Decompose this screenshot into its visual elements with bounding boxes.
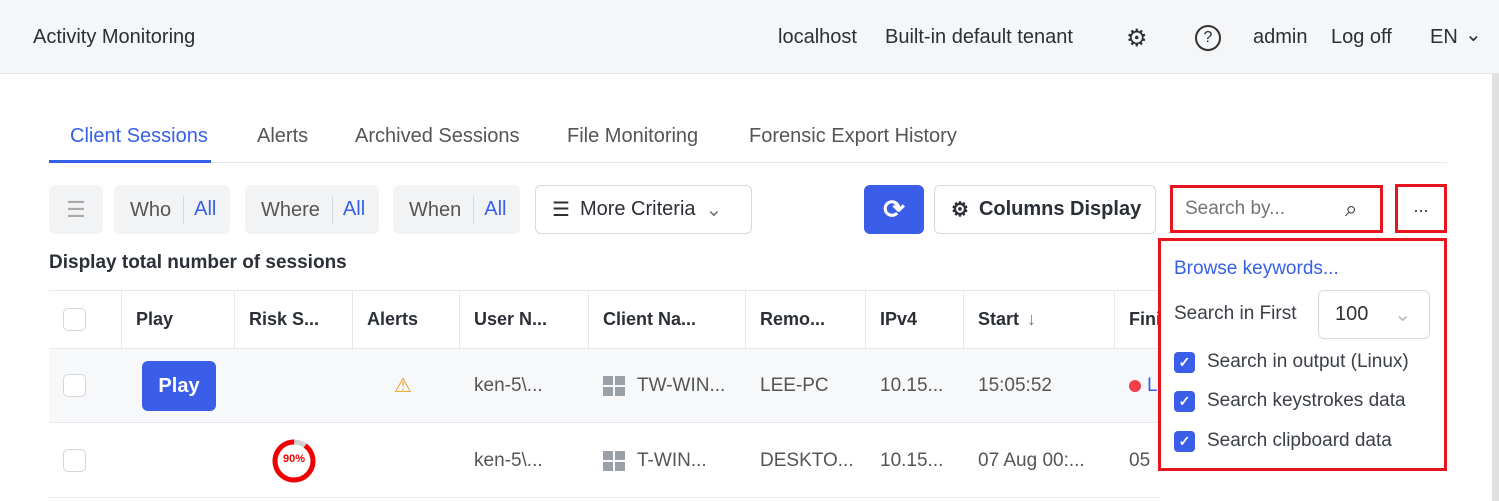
total-sessions-label: Display total number of sessions	[49, 252, 347, 273]
risk-score-label: 90%	[282, 453, 306, 465]
live-indicator-icon	[1129, 379, 1141, 392]
columns-display-label: Columns Display	[978, 198, 1142, 220]
help-icon[interactable]: ?	[1195, 25, 1221, 51]
column-header-play[interactable]: Play	[122, 290, 235, 348]
start-cell: 07 Aug 00:...	[978, 449, 1085, 471]
filter-icon: ☰	[552, 199, 570, 221]
column-header-finish[interactable]: Fini	[1129, 308, 1161, 329]
table-top-border	[49, 290, 1159, 291]
row-divider	[49, 497, 1159, 498]
remote-cell: DESKTO...	[760, 449, 854, 471]
checkbox-checked-icon[interactable]: ✓	[1174, 390, 1195, 412]
logoff-link[interactable]: Log off	[1331, 26, 1392, 48]
gear-icon[interactable]: ⚙	[1126, 25, 1148, 52]
language-select[interactable]: EN	[1430, 26, 1458, 48]
live-link[interactable]: L	[1147, 374, 1158, 396]
where-filter[interactable]: Where All	[245, 185, 380, 234]
columns-display-button[interactable]: ⚙ Columns Display	[934, 185, 1156, 234]
start-cell: 15:05:52	[978, 374, 1052, 396]
option-search-clipboard[interactable]: ✓ Search clipboard data	[1174, 430, 1392, 452]
search-first-value: 100	[1335, 303, 1369, 325]
search-icon[interactable]: ⌕	[1345, 196, 1358, 221]
column-header-ipv4[interactable]: IPv4	[866, 290, 964, 348]
checkbox-checked-icon[interactable]: ✓	[1174, 351, 1195, 373]
chevron-down-icon[interactable]: ⌄	[1465, 24, 1482, 46]
tab-client-sessions[interactable]: Client Sessions	[70, 125, 208, 147]
windows-icon	[603, 375, 625, 396]
user-cell: ken-5\...	[474, 449, 543, 471]
browse-keywords-link[interactable]: Browse keywords...	[1174, 258, 1339, 279]
row-checkbox[interactable]	[63, 449, 86, 472]
client-cell: TW-WIN...	[589, 348, 725, 423]
remote-cell: LEE-PC	[760, 374, 829, 396]
column-header-user[interactable]: User N...	[460, 290, 589, 348]
warning-icon[interactable]: ⚠	[394, 375, 412, 397]
refresh-button[interactable]: ⟳	[864, 185, 924, 234]
tab-file-monitoring[interactable]: File Monitoring	[567, 125, 699, 147]
search-first-select[interactable]: 100 ⌄	[1318, 290, 1430, 339]
search-first-label: Search in First	[1174, 303, 1297, 324]
row-checkbox-cell	[49, 348, 86, 423]
when-filter[interactable]: When All	[393, 185, 521, 234]
list-view-icon[interactable]: ☰	[49, 185, 103, 234]
more-options-button[interactable]: ...	[1395, 184, 1447, 233]
client-name: TW-WIN...	[637, 374, 726, 396]
ipv4-cell: 10.15...	[880, 374, 944, 396]
top-bar: Activity Monitoring localhost Built-in d…	[0, 0, 1499, 74]
where-label: Where	[245, 195, 333, 224]
column-header-risk[interactable]: Risk S...	[235, 290, 353, 348]
client-name: T-WIN...	[637, 449, 707, 471]
start-label: Start	[978, 308, 1020, 329]
tab-archived-sessions[interactable]: Archived Sessions	[355, 125, 520, 147]
finish-cell: 05	[1129, 449, 1151, 471]
option-label: Search in output (Linux)	[1207, 351, 1409, 372]
row-checkbox[interactable]	[63, 374, 86, 397]
gear-icon: ⚙	[951, 199, 969, 221]
risk-score-ring: 90%	[271, 438, 317, 484]
who-value: All	[194, 198, 217, 220]
chevron-down-icon: ⌄	[705, 199, 723, 221]
user-label[interactable]: admin	[1253, 26, 1308, 48]
tenant-label[interactable]: Built-in default tenant	[885, 26, 1073, 48]
risk-ring-svg	[272, 439, 316, 483]
option-label: Search clipboard data	[1207, 430, 1392, 451]
column-header-remote[interactable]: Remo...	[746, 290, 866, 348]
more-criteria-button[interactable]: ☰ More Criteria ⌄	[535, 185, 752, 234]
app-title: Activity Monitoring	[33, 26, 196, 48]
play-button[interactable]: Play	[142, 361, 216, 411]
client-cell: T-WIN...	[589, 423, 707, 498]
column-header-alerts[interactable]: Alerts	[353, 290, 460, 348]
column-header-start[interactable]: Start ↓	[964, 290, 1115, 348]
search-options-dropdown	[1158, 238, 1447, 471]
sort-down-icon[interactable]: ↓	[1027, 308, 1037, 329]
scrollbar[interactable]	[1492, 74, 1499, 501]
checkbox-checked-icon[interactable]: ✓	[1174, 430, 1195, 452]
more-criteria-label: More Criteria	[579, 198, 696, 220]
tab-alerts[interactable]: Alerts	[257, 125, 309, 147]
who-filter[interactable]: Who All	[114, 185, 231, 234]
tab-forensic-export-history[interactable]: Forensic Export History	[749, 125, 957, 147]
host-label[interactable]: localhost	[778, 26, 857, 48]
option-search-keystrokes[interactable]: ✓ Search keystrokes data	[1174, 390, 1406, 412]
finish-cell: L	[1115, 348, 1158, 423]
option-search-output[interactable]: ✓ Search in output (Linux)	[1174, 351, 1409, 373]
chevron-down-icon: ⌄	[1394, 304, 1411, 326]
search-input[interactable]	[1185, 198, 1335, 220]
search-box[interactable]: ⌕	[1170, 185, 1383, 233]
tab-divider	[49, 162, 1447, 163]
when-label: When	[393, 195, 475, 224]
user-cell: ken-5\...	[474, 374, 543, 396]
column-header-client[interactable]: Client Na...	[589, 290, 746, 348]
select-all-checkbox[interactable]	[63, 307, 86, 331]
select-all-cell	[49, 290, 122, 348]
option-label: Search keystrokes data	[1207, 390, 1406, 411]
row-checkbox-cell	[49, 423, 86, 498]
who-label: Who	[114, 195, 185, 224]
windows-icon	[603, 450, 625, 471]
active-tab-indicator	[49, 160, 211, 163]
when-value: All	[484, 198, 507, 220]
table-row[interactable]	[49, 348, 1159, 423]
ipv4-cell: 10.15...	[880, 449, 944, 471]
where-value: All	[342, 198, 366, 220]
